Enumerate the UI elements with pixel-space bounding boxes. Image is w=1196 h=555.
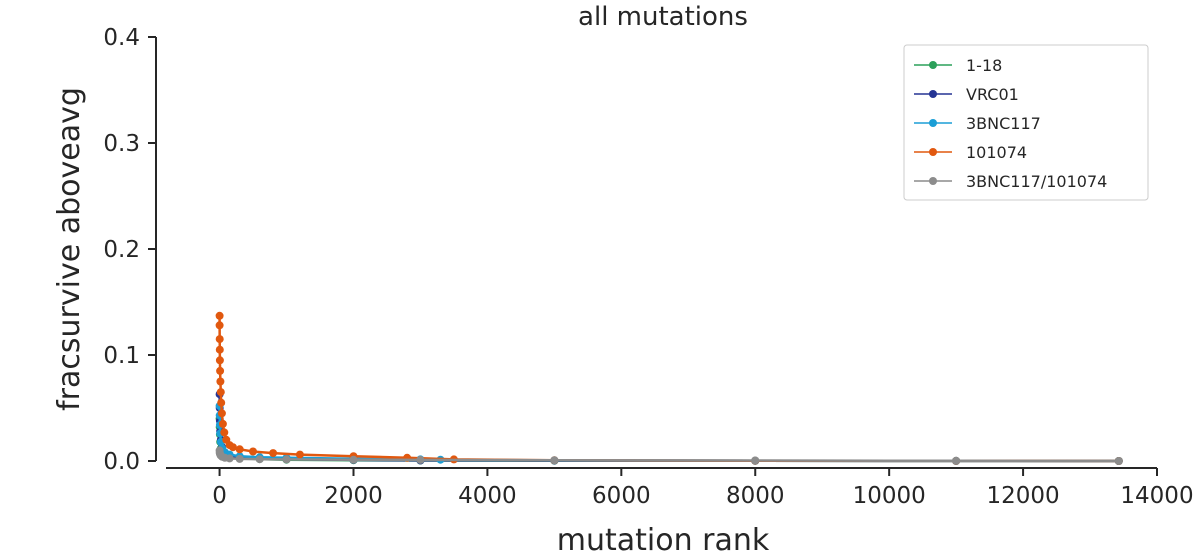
data-point <box>249 447 257 456</box>
x-tick-label: 6000 <box>592 483 651 509</box>
data-point <box>215 356 224 365</box>
data-point <box>225 454 234 463</box>
plot-area <box>215 311 1123 465</box>
data-point <box>215 335 224 344</box>
x-tick-label: 8000 <box>726 483 785 509</box>
y-ticks: 0.0 0.1 0.2 0.3 0.4 <box>103 25 156 475</box>
y-tick-label: 0.2 <box>103 237 140 263</box>
y-tick-label: 0.3 <box>103 131 140 157</box>
data-point <box>218 419 227 428</box>
data-point <box>235 445 244 454</box>
data-point <box>1114 457 1123 465</box>
data-point <box>952 456 961 465</box>
x-axis-title: mutation rank <box>557 523 770 555</box>
legend-frame <box>903 44 1149 201</box>
x-tick-label: 4000 <box>458 483 517 509</box>
data-point <box>217 409 226 418</box>
x-tick-label: 10000 <box>853 483 926 509</box>
y-tick-label: 0.0 <box>103 449 140 475</box>
data-point <box>255 455 264 464</box>
legend-label: 3BNC117 <box>966 114 1041 133</box>
data-point <box>216 366 225 375</box>
series-3 <box>215 311 1123 465</box>
legend-marker <box>929 90 937 98</box>
data-point <box>282 455 291 464</box>
data-point <box>217 398 226 407</box>
data-point <box>269 449 278 458</box>
data-point <box>215 345 224 354</box>
y-axis-title: fracsurvive aboveavg <box>52 87 87 411</box>
data-point <box>349 455 358 464</box>
legend-label: 1-18 <box>966 56 1002 75</box>
legend-marker <box>929 148 937 156</box>
legend-label: VRC01 <box>966 85 1019 104</box>
y-tick-label: 0.4 <box>103 25 140 51</box>
legend-label: 3BNC117/101074 <box>966 172 1107 191</box>
series-line <box>218 394 1119 463</box>
x-ticks: 0 2000 4000 6000 8000 10000 12000 14000 <box>212 468 1194 509</box>
data-point <box>751 456 760 465</box>
chart-title: all mutations <box>578 2 748 32</box>
x-tick-label: 2000 <box>324 483 383 509</box>
series-line <box>218 315 1119 463</box>
data-point <box>550 456 559 465</box>
x-tick-label: 0 <box>212 483 227 509</box>
data-point <box>229 443 237 452</box>
data-point <box>215 321 224 330</box>
legend-marker <box>929 119 937 127</box>
data-point <box>215 311 224 320</box>
legend-marker <box>929 61 937 69</box>
data-point <box>295 450 304 459</box>
series-4 <box>215 446 1123 465</box>
data-point <box>235 454 244 463</box>
data-point <box>220 428 229 437</box>
x-tick-label: 12000 <box>986 483 1059 509</box>
legend-label: 101074 <box>966 143 1027 162</box>
x-tick-label: 14000 <box>1120 483 1193 509</box>
legend-marker <box>929 177 937 185</box>
y-tick-label: 0.1 <box>103 343 140 369</box>
legend: 1-18 VRC01 3BNC117 101074 3BNC117/101074 <box>903 44 1149 201</box>
data-point <box>216 388 225 397</box>
data-point <box>416 455 425 464</box>
data-point <box>216 377 225 386</box>
